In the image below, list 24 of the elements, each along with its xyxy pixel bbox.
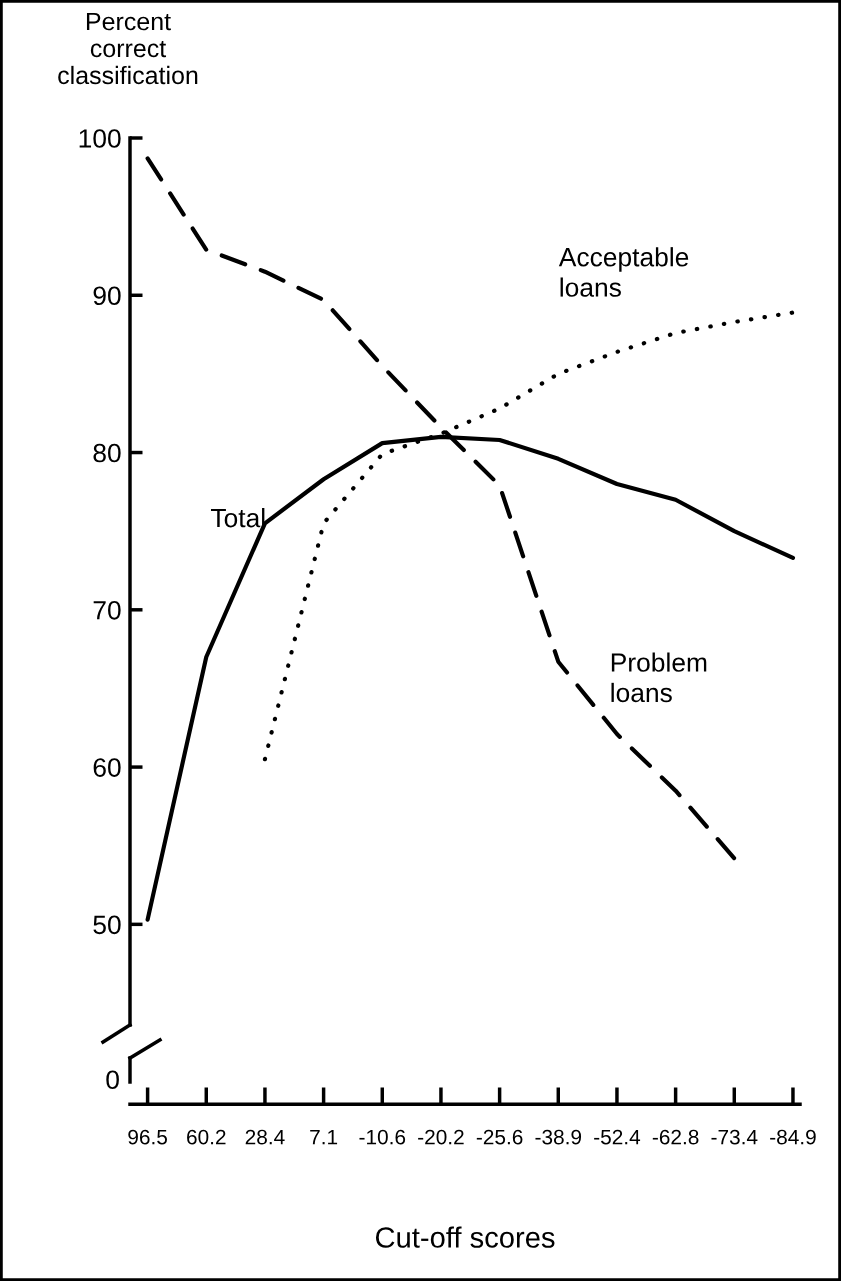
y-tick-label: 50 [93, 915, 121, 935]
x-tick-label: -20.2 [418, 1129, 464, 1145]
annotation: Acceptable loans [558, 247, 689, 297]
y-tick-label: 80 [93, 443, 121, 463]
text: 0 [106, 1070, 119, 1090]
x-tick-label: -84.9 [770, 1129, 816, 1145]
x-tick-label: 7.1 [310, 1129, 338, 1145]
x-tick-label: -62.8 [652, 1129, 699, 1145]
x-tick-label: 60.2 [187, 1129, 226, 1145]
y-tick-label: 90 [93, 286, 121, 306]
x-tick-label: 28.4 [245, 1129, 285, 1145]
x-tick-label: -52.4 [594, 1129, 641, 1145]
x-tick-label: 96.5 [128, 1129, 167, 1145]
annotation: Total [210, 508, 265, 528]
annotation: Problem loans [611, 652, 707, 703]
y-tick-label: 60 [93, 758, 121, 777]
x-tick-label: -38.9 [535, 1129, 582, 1145]
y-tick-label: 70 [93, 600, 121, 620]
x-tick-label: -10.6 [359, 1129, 406, 1145]
x-tick-label: -73.4 [711, 1129, 758, 1145]
x-tick-label: -25.6 [476, 1129, 523, 1145]
y-axis-title: Percent correct classification [58, 12, 198, 85]
x-axis-title: Cut-off scores [375, 1226, 555, 1248]
y-tick-label: 100 [79, 129, 121, 148]
